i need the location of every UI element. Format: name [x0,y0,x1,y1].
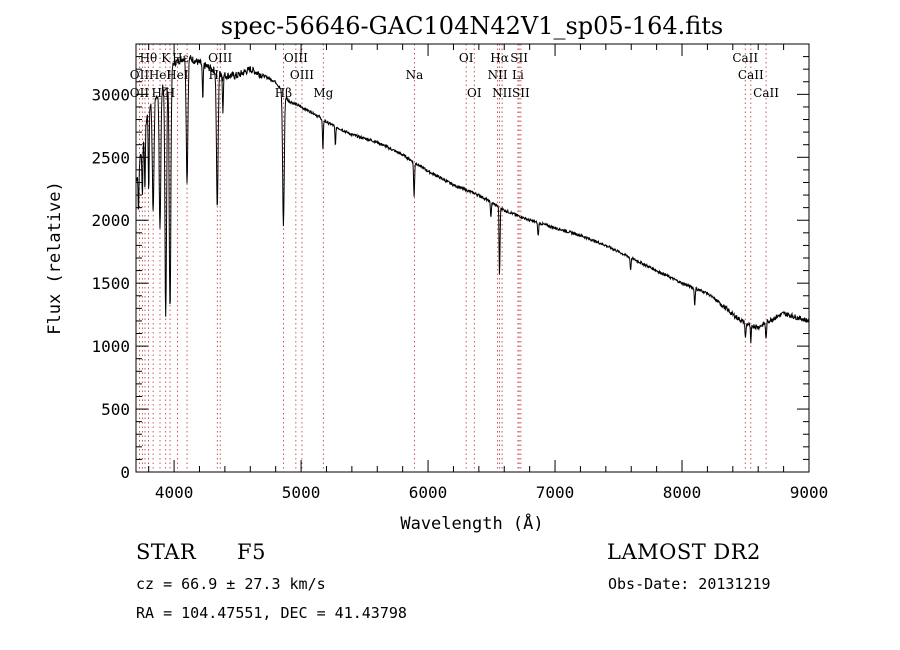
line-marker-label-9: OII [130,68,150,82]
emission-marker-lines [139,44,767,472]
line-marker-label-8: CaII [732,51,758,65]
line-marker-label-16: Li [512,68,524,82]
line-marker-label-6: Hα [490,51,509,65]
line-marker-label-23: OI [467,86,482,100]
object-subclass: F5 [237,540,266,564]
line-marker-label-14: Na [406,68,424,82]
line-marker-label-11: HeI [166,68,189,82]
line-marker-label-1: K [161,51,171,65]
y-axis-ticks: 0 500 1000 1500 2000 2500 3000 [91,56,809,482]
observation-date: Obs-Date: 20131219 [608,575,771,593]
y-axis-label: Flux (relative) [45,181,65,335]
chart-title: spec-56646-GAC104N42V1_sp05-164.fits [221,12,723,40]
object-type: STAR [136,540,197,564]
line-marker-label-17: CaII [738,68,764,82]
line-marker-label-0: Hθ [140,51,158,65]
line-marker-label-20: H [165,86,175,100]
line-marker-label-18: OII [130,86,150,100]
line-marker-label-13: OIII [290,68,314,82]
line-marker-label-12: Hγ [208,68,226,82]
y-tick-label-0: 0 [120,463,130,482]
y-tick-label-500: 500 [101,400,130,419]
x-tick-label-8000: 8000 [663,483,702,502]
line-marker-label-10: HeI [149,68,172,82]
line-marker-label-4: OIII [284,51,308,65]
line-marker-label-25: SII [512,86,530,100]
y-tick-label-2000: 2000 [91,211,130,230]
x-axis-ticks: 4000 5000 6000 7000 8000 9000 [148,44,829,502]
x-tick-label-4000: 4000 [155,483,194,502]
coordinates: RA = 104.47551, DEC = 41.43798 [136,604,407,622]
redshift-velocity: cz = 66.9 ± 27.3 km/s [136,575,326,593]
x-axis-label: Wavelength (Å) [400,512,543,534]
line-marker-label-15: NII [488,68,508,82]
x-tick-label-9000: 9000 [790,483,829,502]
spectrum-line [135,55,810,344]
line-marker-label-22: Mg [313,86,333,100]
line-marker-label-21: Hβ [275,86,292,100]
line-marker-label-2: Hε [172,51,189,65]
y-tick-label-1000: 1000 [91,337,130,356]
line-marker-label-24: NII [492,86,512,100]
survey-name: LAMOST DR2 [607,540,761,564]
x-tick-label-5000: 5000 [282,483,321,502]
y-tick-label-2500: 2500 [91,148,130,167]
x-tick-label-7000: 7000 [536,483,575,502]
line-marker-label-7: SII [510,51,528,65]
line-marker-label-19: Hζ [152,86,169,100]
line-marker-label-26: CaII [753,86,779,100]
x-tick-label-6000: 6000 [409,483,448,502]
plot-frame [135,43,810,473]
y-tick-label-3000: 3000 [91,85,130,104]
y-tick-label-1500: 1500 [91,274,130,293]
line-marker-label-5: OI [459,51,474,65]
line-marker-label-3: OIII [208,51,232,65]
